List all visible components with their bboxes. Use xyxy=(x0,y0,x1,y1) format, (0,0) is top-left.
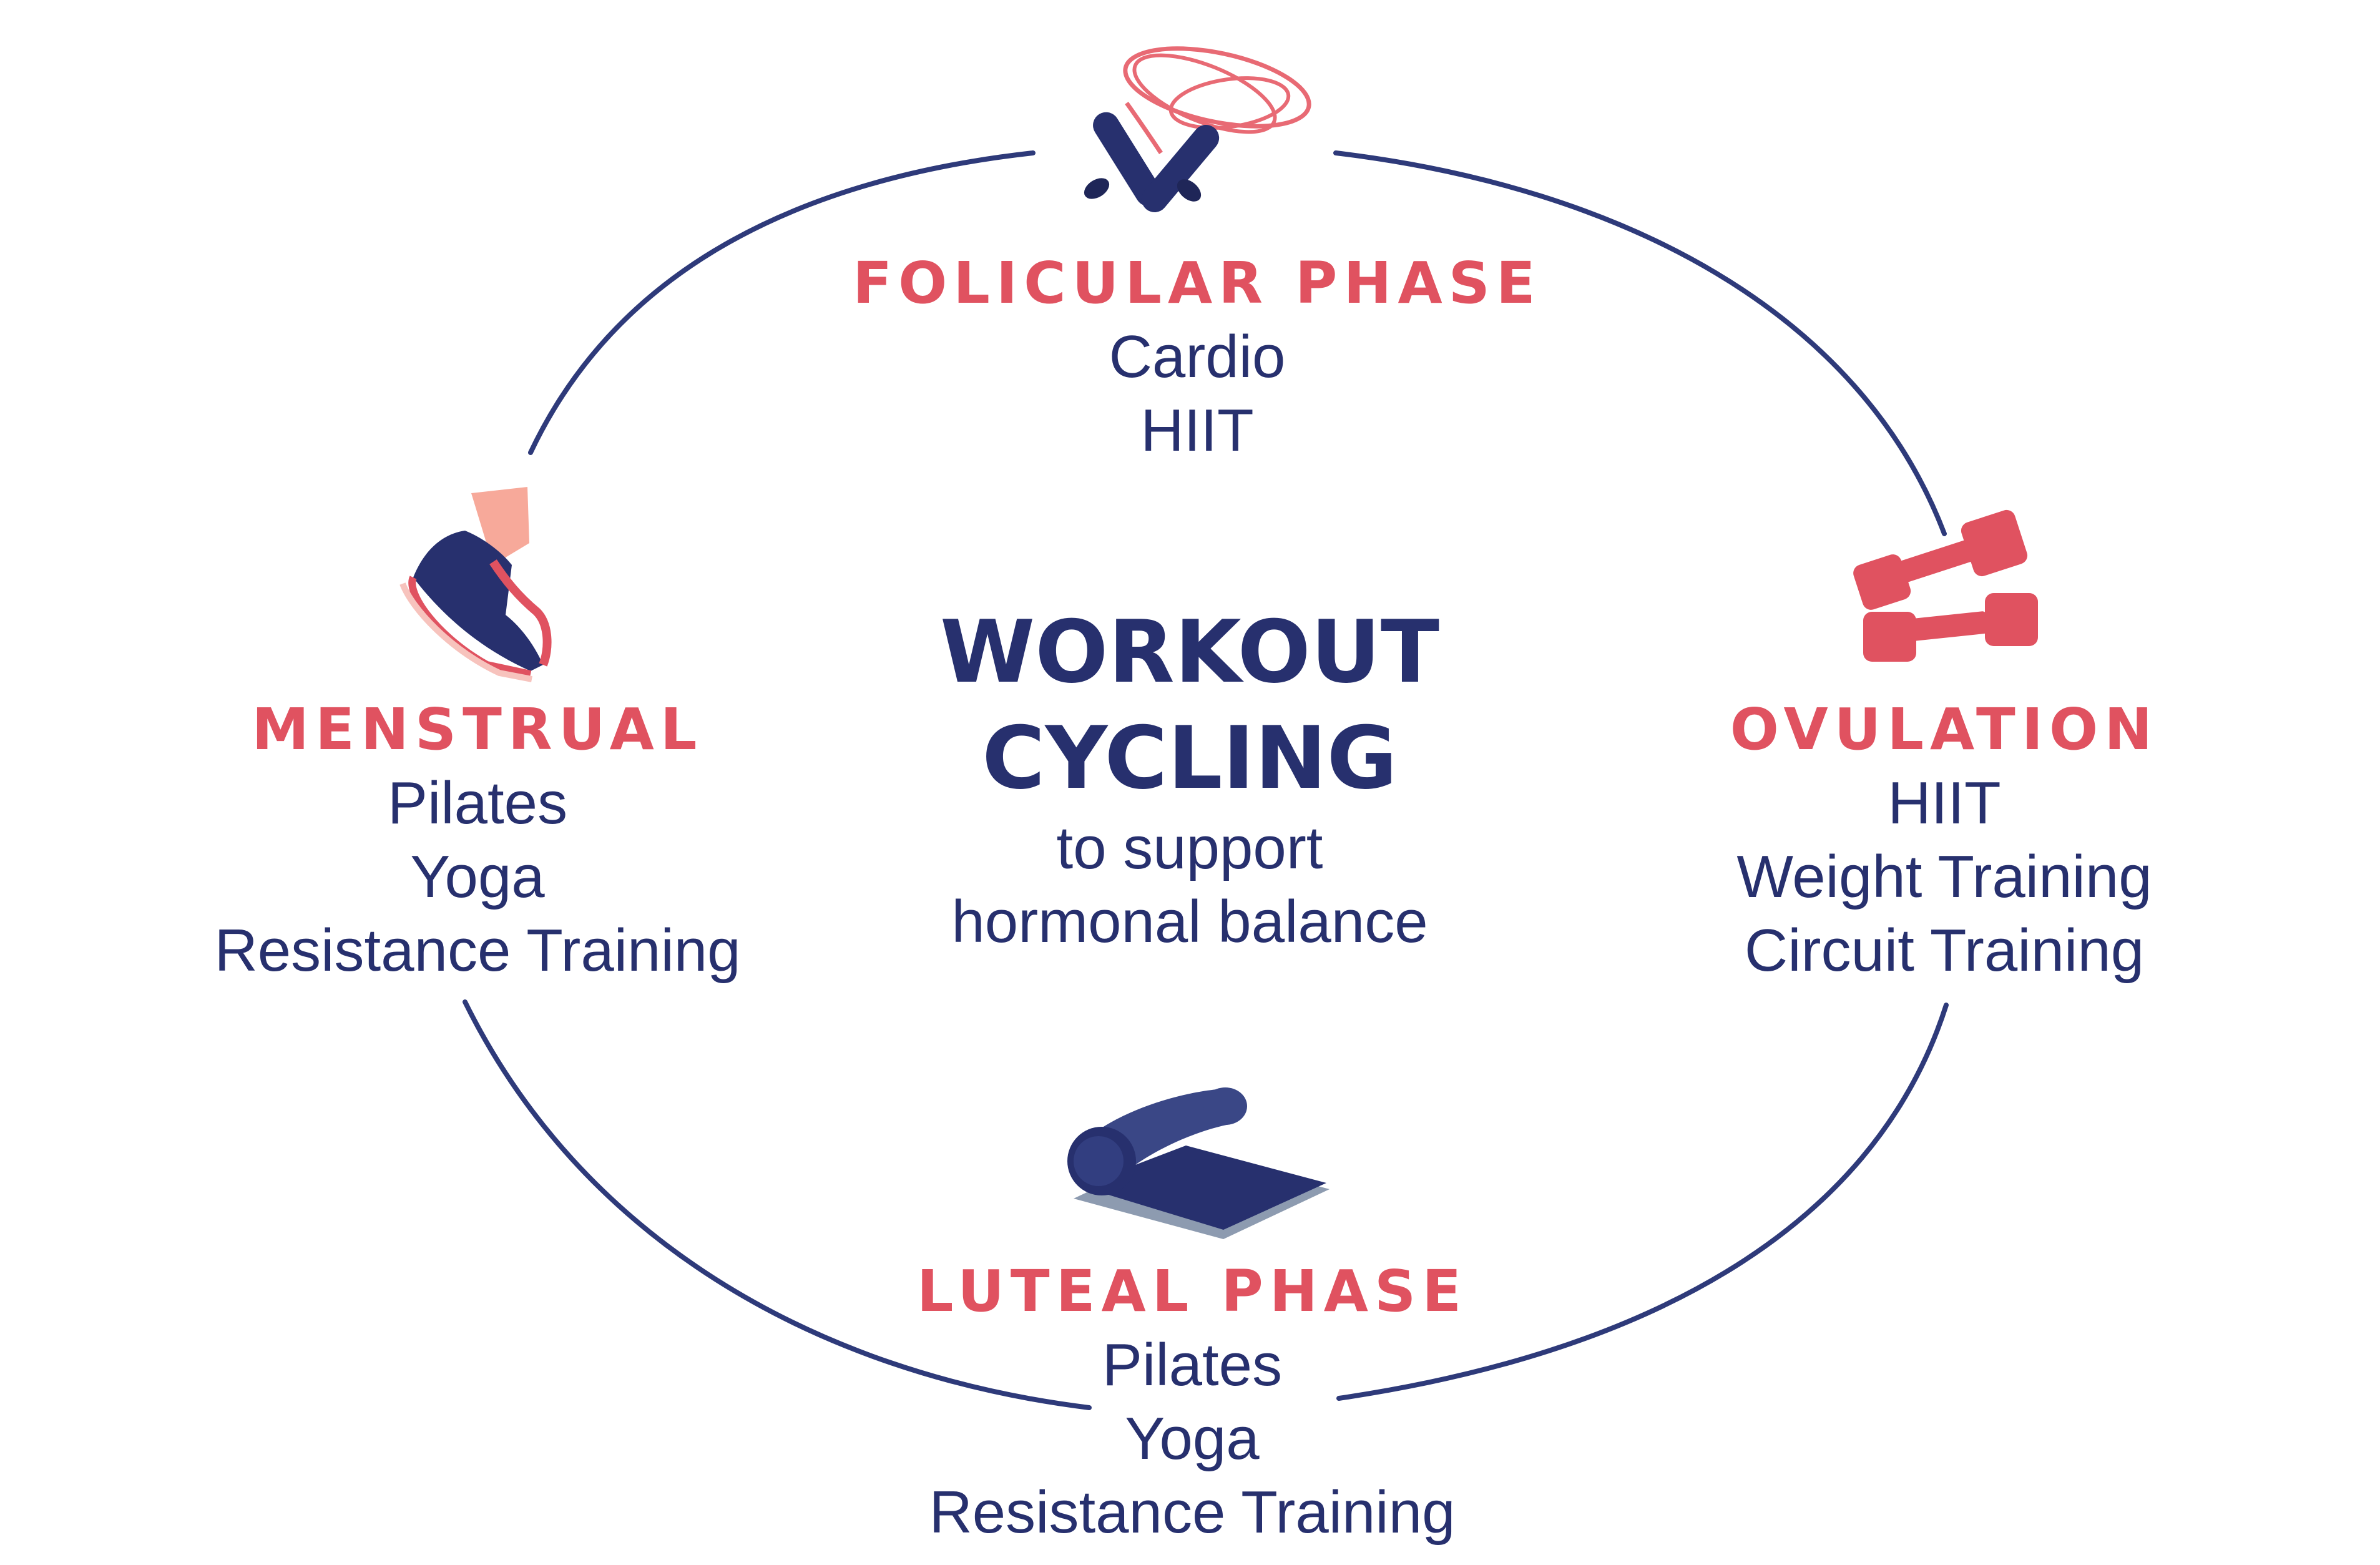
cycle-arc-top-right xyxy=(1333,150,1947,536)
phase-ovulation-item: HIIT xyxy=(1888,770,2001,836)
phase-menstrual-item: Pilates xyxy=(387,770,568,836)
phase-ovulation-item: Weight Training xyxy=(1736,843,2152,910)
phase-menstrual-item: Resistance Training xyxy=(214,917,741,984)
center-subtitle-line1: to support xyxy=(1056,815,1323,881)
phase-menstrual: MENSTRUAL Pilates Yoga Resistance Traini… xyxy=(214,693,740,988)
center-title-block: WORKOUT CYCLING to support hormonal bala… xyxy=(940,599,1439,959)
dumbbells-icon xyxy=(1853,509,2038,662)
phase-follicular: FOLICULAR PHASE Cardio HIIT xyxy=(853,247,1542,468)
phase-menstrual-item: Yoga xyxy=(410,843,545,910)
phase-ovulation-item: Circuit Training xyxy=(1744,917,2145,984)
phase-menstrual-title: MENSTRUAL xyxy=(252,696,703,763)
phase-ovulation-title: OVULATION xyxy=(1730,696,2159,763)
phase-luteal-item: Yoga xyxy=(1125,1405,1260,1472)
jump-rope-icon xyxy=(1084,46,1311,213)
phase-luteal: LUTEAL PHASE Pilates Yoga Resistance Tra… xyxy=(917,1255,1467,1549)
center-title-line1: WORKOUT xyxy=(939,602,1440,702)
phase-follicular-item: HIIT xyxy=(1140,397,1254,464)
phase-follicular-title: FOLICULAR PHASE xyxy=(853,250,1542,316)
phase-follicular-item: Cardio xyxy=(1109,323,1286,390)
sneaker-icon xyxy=(399,487,552,682)
cycle-arc-bottom-left xyxy=(463,999,1092,1410)
cycle-ring xyxy=(463,150,1949,1410)
cycle-arc-top-left xyxy=(528,150,1036,455)
phase-luteal-item: Pilates xyxy=(1102,1332,1283,1398)
phase-luteal-item: Resistance Training xyxy=(929,1479,1456,1546)
yoga-mat-icon xyxy=(1067,1087,1330,1239)
center-subtitle-line2: hormonal balance xyxy=(951,888,1428,955)
phase-luteal-title: LUTEAL PHASE xyxy=(916,1258,1468,1325)
phase-ovulation: OVULATION HIIT Weight Training Circuit T… xyxy=(1730,693,2159,988)
center-title-line2: CYCLING xyxy=(982,708,1398,808)
cycle-arc-bottom-right xyxy=(1336,1003,1949,1401)
